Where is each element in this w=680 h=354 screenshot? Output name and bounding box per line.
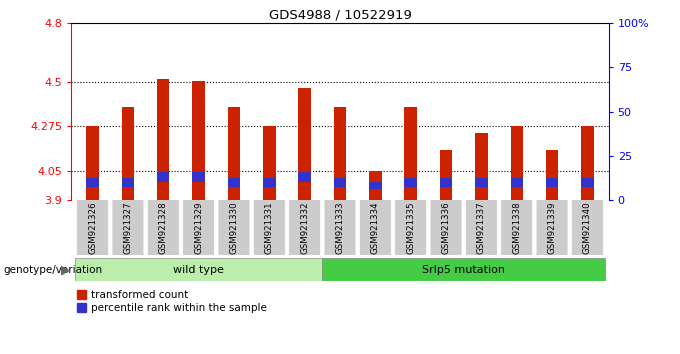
Text: GSM921336: GSM921336 (441, 202, 451, 254)
FancyBboxPatch shape (148, 198, 180, 257)
Bar (334, 107, 346, 200)
Text: Srlp5 mutation: Srlp5 mutation (422, 265, 505, 275)
FancyBboxPatch shape (254, 198, 285, 257)
Bar (192, 172, 205, 182)
FancyBboxPatch shape (218, 198, 250, 257)
Title: GDS4988 / 10522919: GDS4988 / 10522919 (269, 9, 411, 22)
Text: ▶: ▶ (61, 263, 71, 276)
Bar (157, 172, 169, 182)
FancyBboxPatch shape (536, 198, 568, 257)
Legend: transformed count, percentile rank within the sample: transformed count, percentile rank withi… (77, 290, 267, 313)
Bar (86, 178, 99, 187)
FancyBboxPatch shape (466, 198, 497, 257)
FancyBboxPatch shape (183, 198, 214, 257)
FancyBboxPatch shape (75, 258, 322, 281)
Bar (157, 79, 169, 200)
Text: genotype/variation: genotype/variation (3, 265, 103, 275)
Bar (511, 126, 523, 200)
Bar (122, 178, 134, 187)
Text: GSM921332: GSM921332 (300, 202, 309, 254)
Bar (228, 178, 240, 187)
Text: GSM921337: GSM921337 (477, 202, 486, 254)
Text: GSM921330: GSM921330 (229, 202, 239, 254)
Bar (440, 178, 452, 187)
Text: GSM921331: GSM921331 (265, 202, 274, 254)
Text: GSM921329: GSM921329 (194, 202, 203, 254)
Bar (86, 126, 99, 200)
Text: GSM921339: GSM921339 (547, 202, 556, 254)
Bar (334, 178, 346, 187)
Bar (581, 178, 594, 187)
Text: GSM921334: GSM921334 (371, 202, 380, 254)
Text: GSM921327: GSM921327 (124, 202, 133, 254)
FancyBboxPatch shape (289, 198, 320, 257)
Bar (440, 150, 452, 200)
FancyBboxPatch shape (571, 198, 603, 257)
Text: GSM921333: GSM921333 (335, 202, 345, 254)
Bar (263, 178, 275, 187)
Bar (369, 171, 381, 200)
FancyBboxPatch shape (77, 198, 109, 257)
Bar (299, 172, 311, 182)
Text: GSM921326: GSM921326 (88, 202, 97, 254)
Text: GSM921328: GSM921328 (159, 202, 168, 254)
Text: GSM921335: GSM921335 (406, 202, 415, 254)
FancyBboxPatch shape (322, 258, 605, 281)
Bar (475, 178, 488, 187)
Bar (405, 178, 417, 187)
Bar (192, 81, 205, 200)
Bar (405, 107, 417, 200)
Bar (263, 126, 275, 200)
Text: wild type: wild type (173, 265, 224, 275)
FancyBboxPatch shape (360, 198, 391, 257)
Bar (299, 88, 311, 200)
Bar (228, 107, 240, 200)
Text: GSM921338: GSM921338 (512, 202, 521, 254)
FancyBboxPatch shape (430, 198, 462, 257)
Bar (546, 150, 558, 200)
Text: GSM921340: GSM921340 (583, 202, 592, 254)
Bar (475, 133, 488, 200)
FancyBboxPatch shape (500, 198, 532, 257)
Bar (511, 178, 523, 187)
FancyBboxPatch shape (112, 198, 144, 257)
Bar (546, 178, 558, 187)
FancyBboxPatch shape (395, 198, 426, 257)
Bar (369, 182, 381, 189)
Bar (122, 107, 134, 200)
Bar (581, 126, 594, 200)
FancyBboxPatch shape (324, 198, 356, 257)
